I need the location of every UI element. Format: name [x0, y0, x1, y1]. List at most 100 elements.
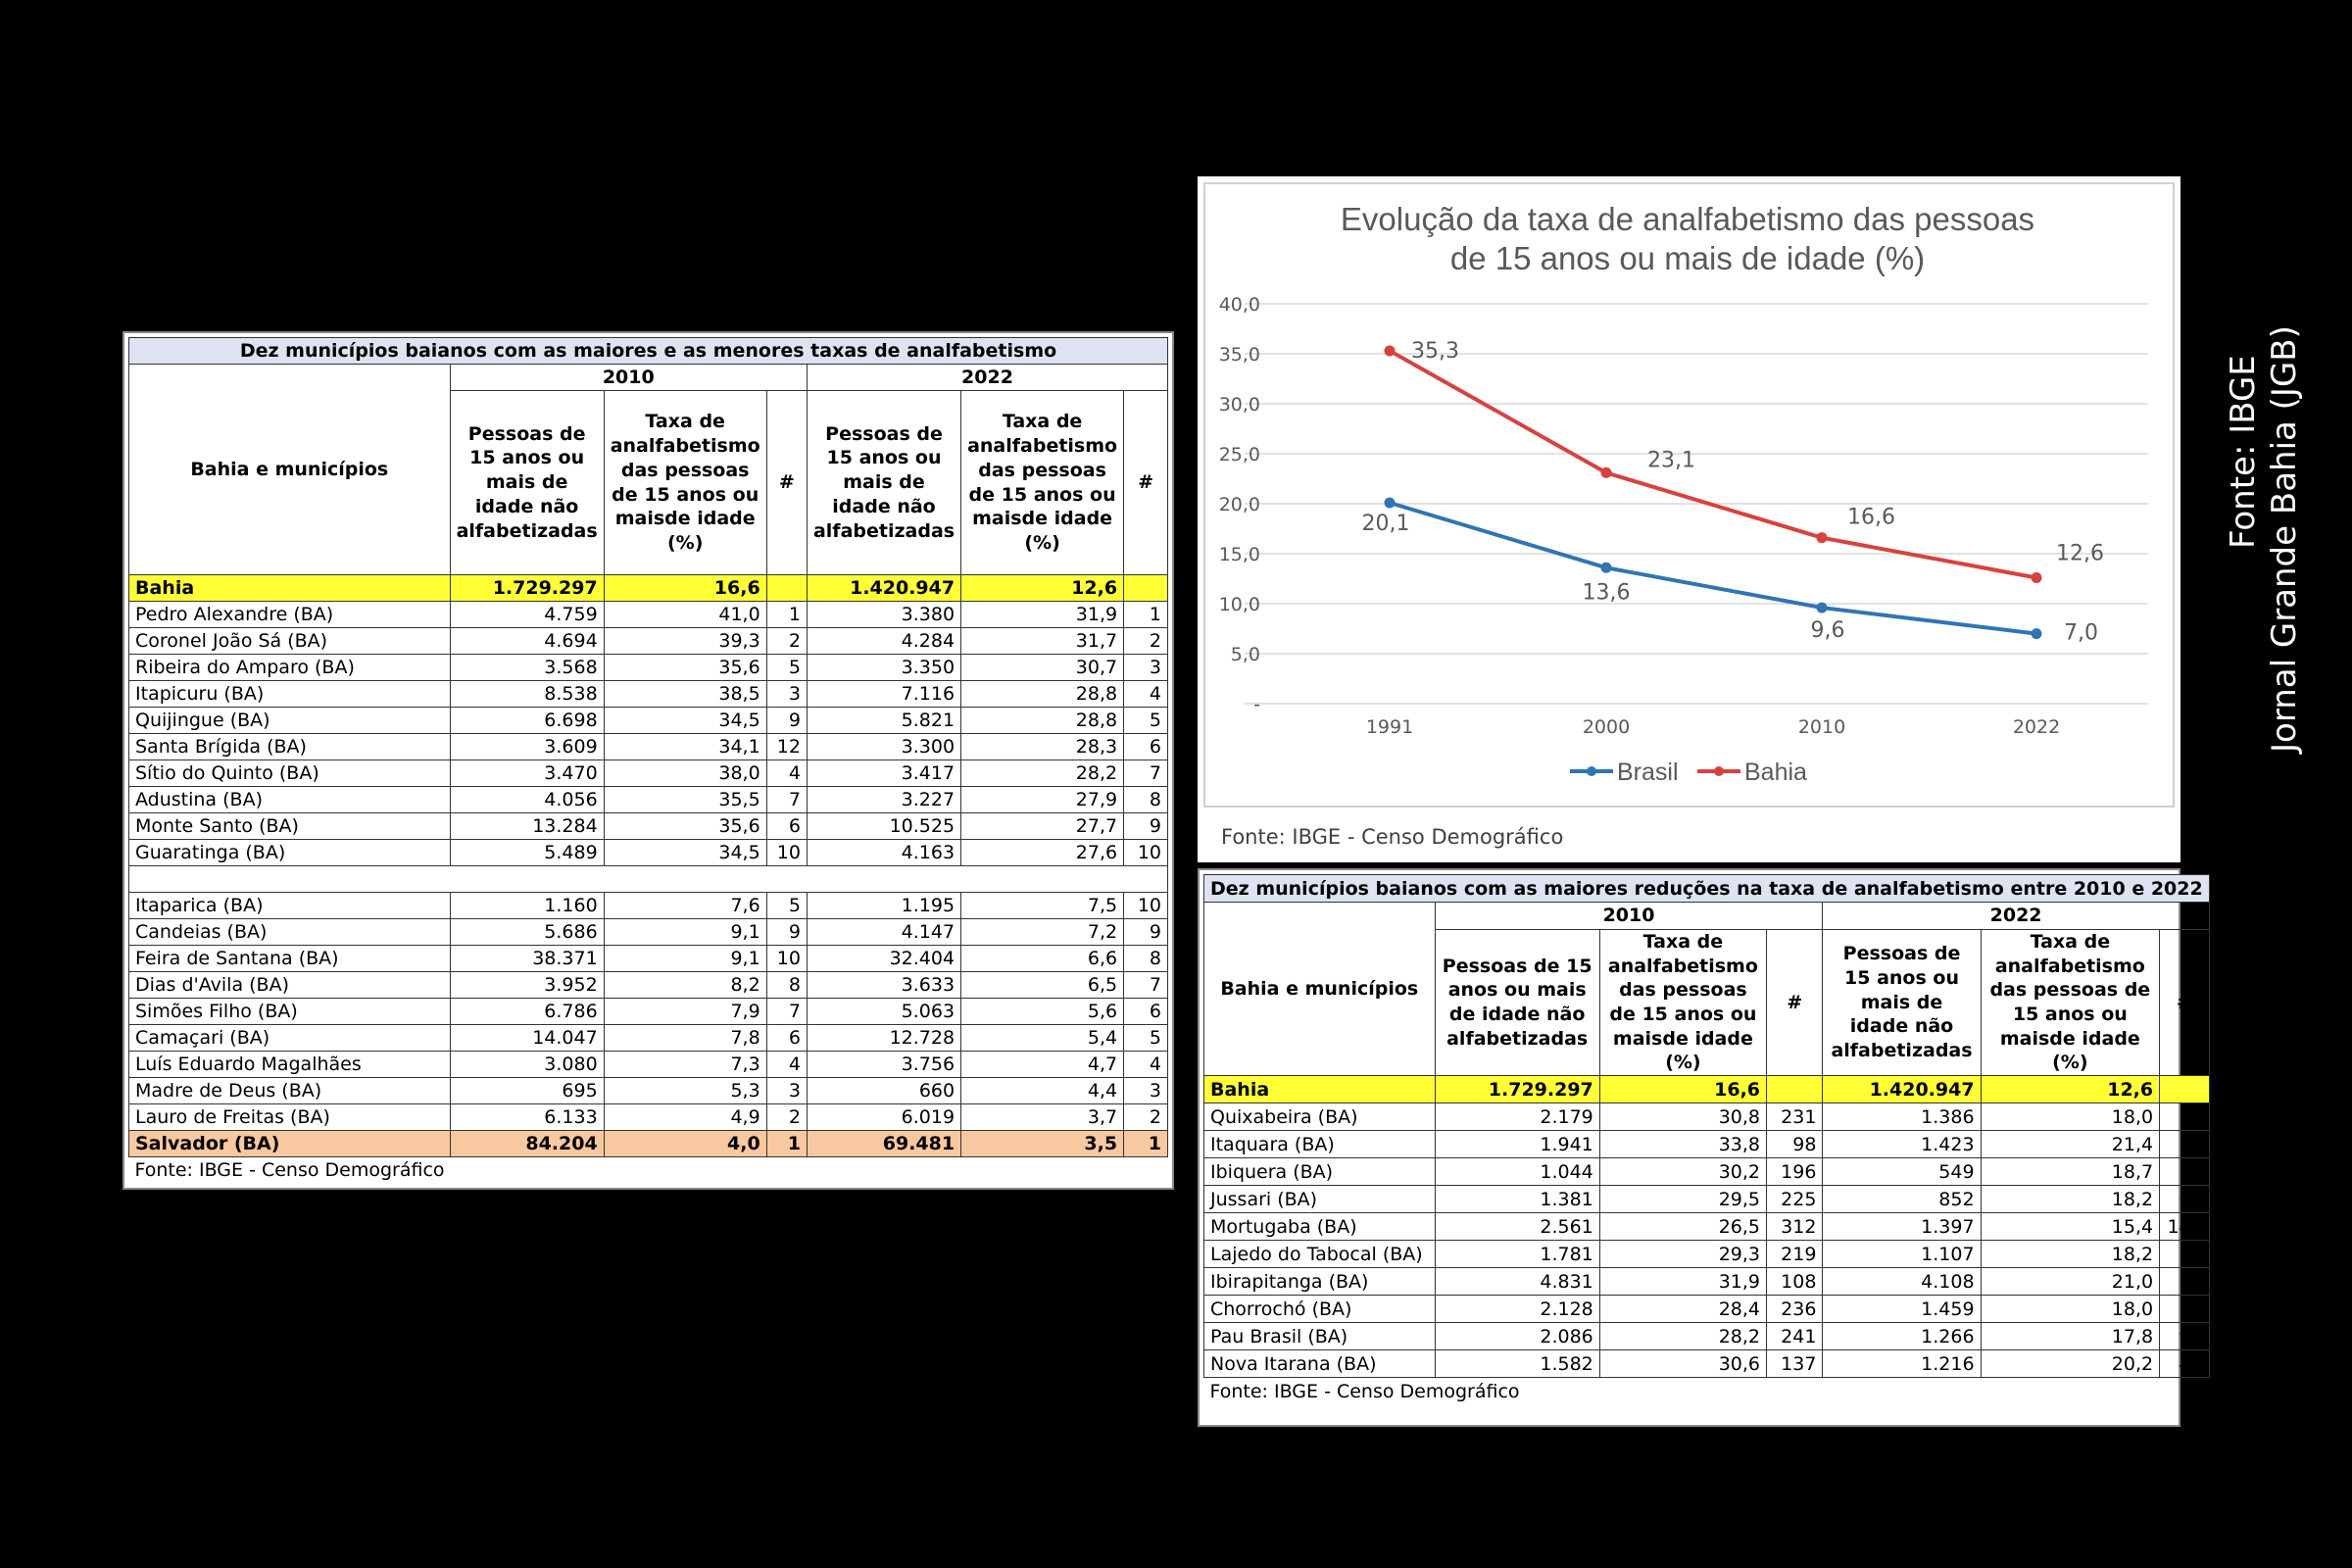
cell-value: 8,2 — [603, 971, 767, 999]
cell-value: 1.266 — [1822, 1322, 1982, 1351]
data-label: 20,1 — [1362, 512, 1410, 536]
cell-value: 3.350 — [806, 654, 962, 681]
cell-value: 8.538 — [449, 680, 605, 708]
cell-rank: 1 — [1123, 601, 1168, 628]
cell-municipio: Quixabeira (BA) — [1203, 1102, 1436, 1132]
cell-rank: 219 — [1766, 1240, 1824, 1269]
cell-value: 31,7 — [960, 627, 1125, 655]
table-row: Camaçari (BA) 14.047 7,8 6 12.728 5,4 5 — [128, 1024, 1168, 1052]
cell-value: 30,7 — [960, 654, 1125, 681]
cell-municipio: Itapicuru (BA) — [128, 680, 451, 708]
cell-municipio: Itaquara (BA) — [1203, 1130, 1436, 1159]
chart-title: Evolução da taxa de analfabetismo das pe… — [1341, 201, 2034, 237]
cell-rank: 225 — [1766, 1185, 1824, 1214]
y-tick-label: 5,0 — [1231, 644, 1260, 665]
cell-value: 28,8 — [960, 680, 1125, 708]
cell-rank — [765, 574, 808, 602]
cell-municipio: Candeias (BA) — [128, 918, 451, 946]
cell-value: 18,2 — [1980, 1185, 2161, 1214]
cell-value: 5.489 — [449, 839, 605, 866]
table-row: Dias d'Avila (BA) 3.952 8,2 8 3.633 6,5 7 — [128, 971, 1168, 999]
cell-rank: 45 — [2159, 1349, 2210, 1379]
cell-rank: 6 — [765, 1024, 808, 1052]
y-tick-label: 10,0 — [1219, 594, 1260, 615]
cell-value: 4,9 — [603, 1103, 767, 1131]
cell-value: 18,2 — [1980, 1240, 2161, 1269]
cell-municipio: Ibiquera (BA) — [1203, 1157, 1436, 1187]
cell-value: 3.609 — [449, 733, 605, 760]
cell-rank: 5 — [765, 654, 808, 681]
table-maiores-menores: Dez municípios baianos com as maiores e … — [122, 331, 1174, 1190]
col-header-rank-2010: # — [765, 390, 808, 575]
cell-value: 4.056 — [449, 786, 605, 813]
cell-value: 14.047 — [449, 1024, 605, 1052]
cell-municipio: Ribeira do Amparo (BA) — [128, 654, 451, 681]
cell-value: 15,4 — [1980, 1212, 2161, 1242]
cell-value: 21,0 — [1980, 1267, 2161, 1297]
cell-rank: 5 — [765, 892, 808, 919]
cell-value: 5,4 — [960, 1024, 1125, 1052]
cell-municipio: Adustina (BA) — [128, 786, 451, 813]
legend-marker — [1587, 766, 1596, 776]
cell-value: 1.397 — [1822, 1212, 1982, 1242]
cell-value: 31,9 — [1598, 1267, 1768, 1297]
cell-value: 3,7 — [960, 1103, 1125, 1131]
cell-value: 30,2 — [1598, 1157, 1768, 1187]
col-group-2022: 2022 — [1822, 902, 2210, 930]
cell-rank: 8 — [765, 971, 808, 999]
cell-value: 1.781 — [1434, 1240, 1600, 1269]
cell-rank: 10 — [765, 839, 808, 866]
cell-rank: 16 — [2159, 1130, 2210, 1159]
cell-value: 4.163 — [806, 839, 962, 866]
cell-rank: 8 — [1123, 945, 1168, 972]
cell-value: 69.481 — [806, 1130, 962, 1157]
table-row: Nova Itarana (BA) 1.582 30,6 137 1.216 20,2 45 — [1203, 1349, 2210, 1379]
cell-value: 1.729.297 — [1434, 1075, 1600, 1104]
table-source: Fonte: IBGE - Censo Demográfico — [1209, 1380, 1520, 1402]
line-chart: Evolução da taxa de analfabetismo das pe… — [1203, 182, 2175, 849]
cell-value: 7,8 — [603, 1024, 767, 1052]
cell-value: 12.728 — [806, 1024, 962, 1052]
cell-value: 1.216 — [1822, 1349, 1982, 1379]
cell-value: 7,6 — [603, 892, 767, 919]
cell-value: 28,3 — [960, 733, 1125, 760]
watermark-source: Fonte: IBGE — [2224, 355, 2263, 549]
watermark-publisher: Jornal Grande Bahia (JGB) — [2265, 325, 2304, 753]
data-point-bahia — [2031, 571, 2042, 583]
cell-value: 3.300 — [806, 733, 962, 760]
cell-value: 30,8 — [1598, 1102, 1768, 1132]
cell-rank: 4 — [1123, 680, 1168, 708]
cell-municipio: Salvador (BA) — [128, 1130, 451, 1157]
legend-label: Brasil — [1617, 759, 1679, 786]
cell-rank: 10 — [1123, 892, 1168, 919]
x-tick-label: 2000 — [1583, 716, 1630, 738]
cell-value: 35,6 — [603, 654, 767, 681]
cell-rank — [1123, 574, 1168, 602]
legend-label: Bahia — [1744, 759, 1807, 786]
table-row: Itapicuru (BA) 8.538 38,5 3 7.116 28,8 4 — [128, 680, 1168, 708]
col-header-pessoas-2022: Pessoas de 15 anos ou mais de idade não … — [1822, 928, 1982, 1077]
cell-value: 16,6 — [603, 574, 767, 602]
cell-rank: 2 — [765, 627, 808, 655]
data-point-bahia — [1816, 532, 1828, 544]
cell-value: 4.831 — [1434, 1267, 1600, 1297]
cell-rank: 9 — [1123, 812, 1168, 840]
data-point-brasil — [2031, 628, 2042, 640]
cell-rank: 7 — [765, 786, 808, 813]
cell-rank: 8 — [1123, 786, 1168, 813]
table: Dez municípios baianos com as maiores e … — [128, 337, 1169, 1183]
cell-rank: 5 — [1123, 707, 1168, 734]
spacer-cell — [128, 865, 1168, 893]
table-row: Feira de Santana (BA) 38.371 9,1 10 32.404 6,… — [128, 945, 1168, 972]
cell-municipio: Dias d'Avila (BA) — [128, 971, 451, 999]
cell-rank: 137 — [1766, 1349, 1824, 1379]
table-row-spacer — [128, 865, 1168, 893]
cell-rank: 26 — [2159, 1267, 2210, 1297]
cell-value: 27,7 — [960, 812, 1125, 840]
x-tick-label: 2010 — [1798, 716, 1845, 738]
chart-subtitle: de 15 anos ou mais de idade (%) — [1450, 240, 1925, 276]
cell-value: 1.044 — [1434, 1157, 1600, 1187]
cell-rank: 4 — [1123, 1051, 1168, 1078]
data-point-bahia — [1384, 345, 1396, 357]
cell-value: 5.063 — [806, 998, 962, 1025]
